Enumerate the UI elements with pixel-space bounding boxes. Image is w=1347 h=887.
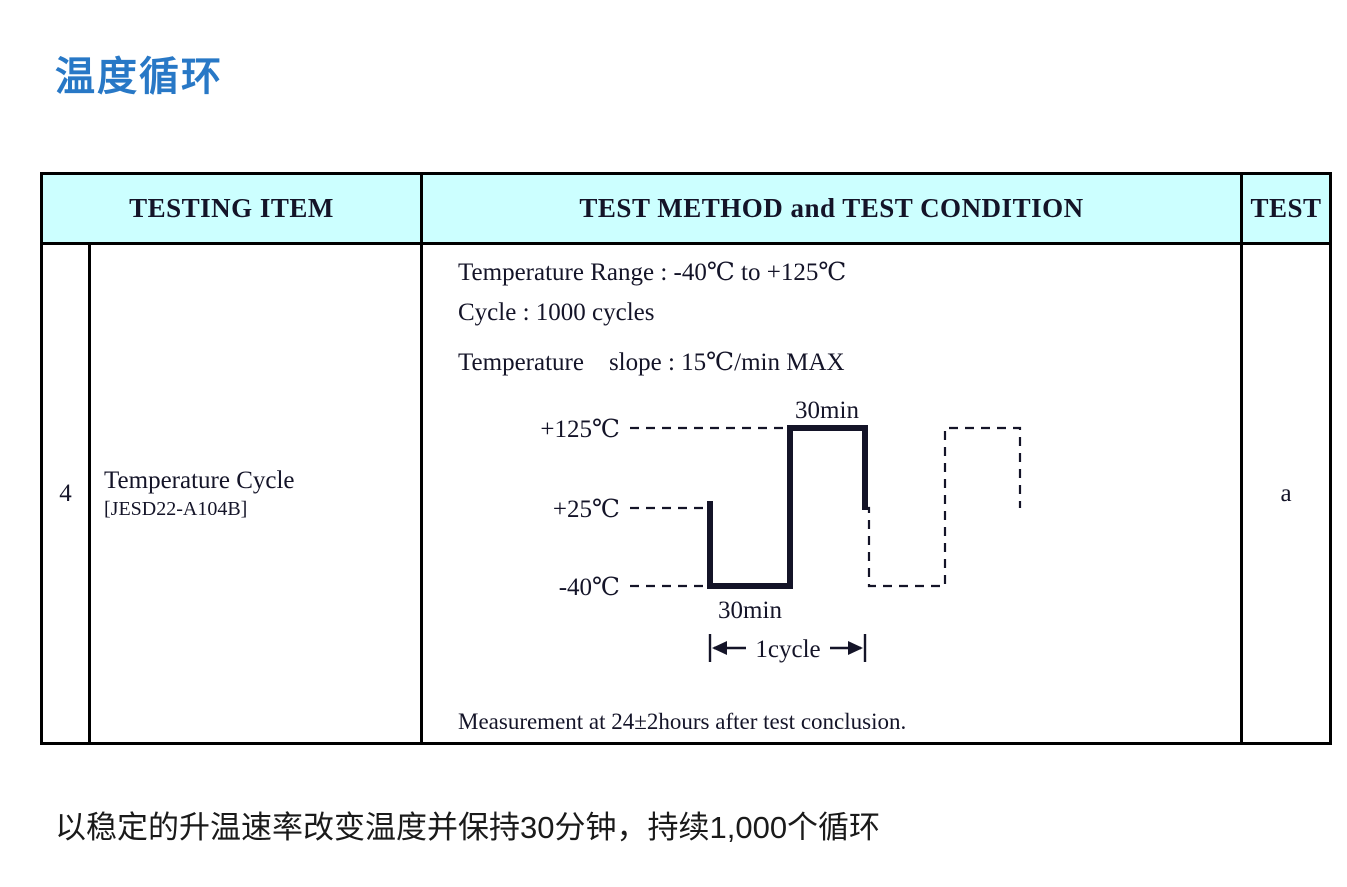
condition-slope: Temperature slope : 15℃/min MAX [458,349,845,376]
label-dwell-top: 30min [795,397,859,424]
row-number-cell: 4 [43,245,91,742]
test-table: TESTING ITEM TEST METHOD and TEST CONDIT… [40,172,1332,745]
temperature-cycle-diagram: +125℃ +25℃ -40℃ 30min 30min [540,397,1022,663]
header-test-method: TEST METHOD and TEST CONDITION [423,175,1243,245]
arrow-right-icon [848,641,863,655]
label-minus40: -40℃ [559,574,620,601]
footer-note: 以稳定的升温速率改变温度并保持30分钟，持续1,000个循环 [55,810,881,845]
waveform-dashed-next-cycle [865,426,1022,588]
label-one-cycle: 1cycle [755,636,820,663]
waveform-solid [707,425,868,589]
label-plus25: +25℃ [553,496,620,523]
page-title: 温度循环 [55,55,223,99]
test-result-cell: a [1280,479,1292,507]
test-method-cell: Temperature Range : -40℃ to +125℃ Cycle … [423,245,1243,742]
testing-item-cell: Temperature Cycle [JESD22-A104B] [91,245,423,742]
measurement-note: Measurement at 24±2hours after test conc… [458,709,907,734]
item-standard: [JESD22-A104B] [104,497,248,520]
arrow-left-icon [712,641,727,655]
header-testing-item: TESTING ITEM [43,175,423,245]
condition-temperature-range: Temperature Range : -40℃ to +125℃ [458,259,847,286]
label-dwell-bottom: 30min [718,597,782,624]
cycle-label-backing [746,632,830,663]
header-test: TEST [1243,175,1329,245]
item-name: Temperature Cycle [104,466,295,494]
condition-cycles: Cycle : 1000 cycles [458,299,655,326]
label-plus125: +125℃ [540,416,620,443]
